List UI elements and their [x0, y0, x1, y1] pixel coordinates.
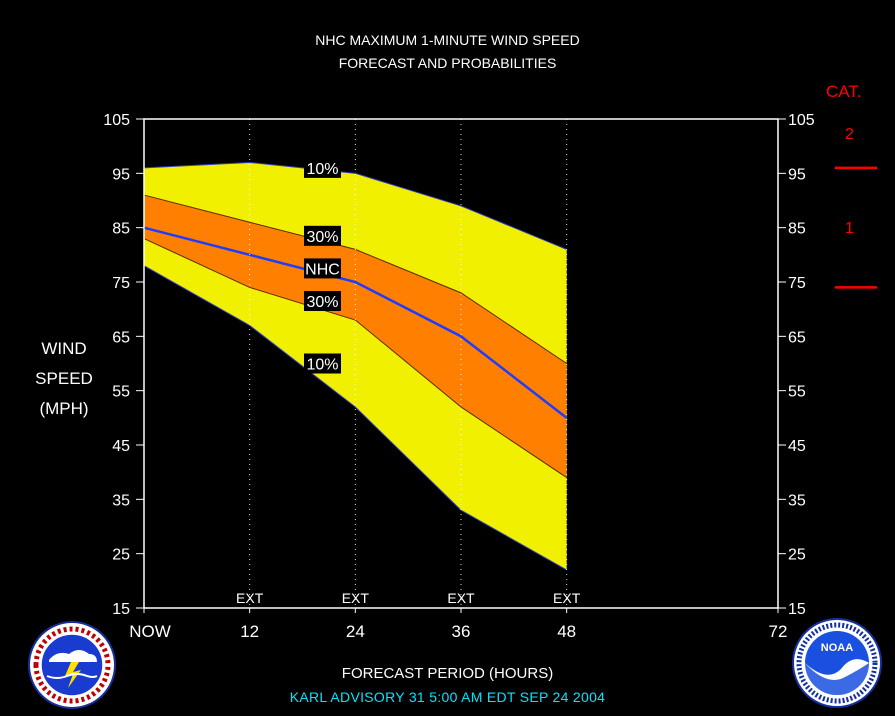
advisory-line: KARL ADVISORY 31 5:00 AM EDT SEP 24 2004: [289, 689, 606, 705]
band-label-bg-0: [304, 157, 341, 178]
ytick-label-right-45: 45: [788, 438, 806, 455]
band-label-bg-2: [304, 258, 341, 279]
ytick-label-left-95: 95: [112, 166, 130, 183]
ext-label-12: EXT: [236, 590, 264, 606]
ext-label-36: EXT: [447, 590, 475, 606]
series-line-10-lower: [143, 265, 567, 571]
xtick-label-36: 36: [452, 622, 471, 641]
svg-text:NOAA: NOAA: [821, 642, 853, 654]
band-label-2: NHC: [305, 261, 340, 278]
ytick-label-left-55: 55: [112, 384, 130, 401]
ytick-label-right-75: 75: [788, 275, 806, 292]
band-label-4: 10%: [306, 357, 338, 374]
ylabel-line1: WIND: [41, 339, 87, 358]
ytick-label-left-35: 35: [112, 492, 130, 509]
category-label-2: 2: [845, 126, 854, 143]
noaa-weather-service-logo: [28, 621, 116, 709]
band-label-0: 10%: [306, 161, 338, 178]
xtick-label-0: NOW: [129, 622, 171, 641]
xtick-label-24: 24: [346, 622, 365, 641]
ytick-label-left-85: 85: [112, 221, 130, 238]
ytick-label-right-95: 95: [788, 166, 806, 183]
band-label-bg-4: [304, 353, 341, 374]
band-label-3: 30%: [306, 294, 338, 311]
ytick-label-left-15: 15: [112, 601, 130, 618]
ylabel-line3: (MPH): [39, 399, 89, 418]
ylabel-line2: SPEED: [35, 369, 93, 388]
category-header: CAT.: [826, 82, 862, 101]
ext-label-24: EXT: [342, 590, 370, 606]
category-label-1: 1: [845, 220, 854, 237]
band-label-bg-1: [304, 225, 341, 246]
band-label-bg-3: [304, 291, 341, 312]
ytick-label-left-65: 65: [112, 329, 130, 346]
xtick-label-12: 12: [240, 622, 259, 641]
series-line-30-lower: [143, 238, 567, 479]
xaxis-title: FORECAST PERIOD (HOURS): [341, 665, 554, 682]
series-line-nhc: [143, 226, 568, 419]
ytick-label-left-25: 25: [112, 547, 130, 564]
chart-title-line2: FORECAST AND PROBABILITIES: [338, 55, 557, 71]
ytick-label-left-45: 45: [112, 438, 130, 455]
ytick-label-right-65: 65: [788, 329, 806, 346]
ytick-label-right-15: 15: [788, 601, 806, 618]
ytick-label-left-105: 105: [103, 112, 130, 129]
noaa-logo: NOAA: [792, 618, 882, 708]
band-30-percent: [144, 195, 567, 478]
ytick-label-left-75: 75: [112, 275, 130, 292]
chart-title-line1: NHC MAXIMUM 1-MINUTE WIND SPEED: [315, 32, 580, 48]
ext-label-48: EXT: [553, 590, 581, 606]
ytick-label-right-85: 85: [788, 221, 806, 238]
ytick-label-right-105: 105: [788, 112, 815, 129]
xtick-label-72: 72: [769, 622, 788, 641]
ytick-label-right-35: 35: [788, 492, 806, 509]
ytick-label-right-25: 25: [788, 547, 806, 564]
band-label-1: 30%: [306, 229, 338, 246]
series-line-10-upper: [143, 161, 567, 250]
ytick-label-right-55: 55: [788, 384, 806, 401]
xtick-label-48: 48: [557, 622, 576, 641]
